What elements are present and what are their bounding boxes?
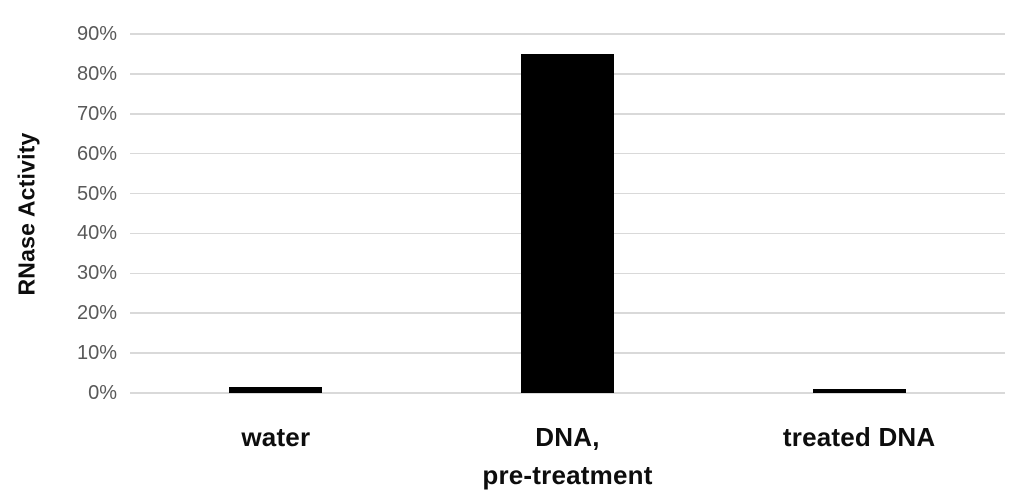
y-tick-label: 40% <box>76 222 117 245</box>
x-axis-label-2: treated DNA <box>782 422 936 452</box>
y-tick-label: 70% <box>76 102 117 125</box>
x-axis-label-0: water <box>241 422 311 452</box>
x-axis-label-1: DNA, pre-treatment <box>482 422 653 490</box>
gridline-90 <box>130 33 1005 35</box>
bar-1 <box>521 53 614 393</box>
y-tick-label: 30% <box>76 262 117 285</box>
y-tick-label: 60% <box>76 142 117 165</box>
bar-0 <box>229 387 323 393</box>
bar-2 <box>812 389 906 393</box>
y-tick-label: 20% <box>76 302 117 325</box>
y-tick-label: 0% <box>88 382 117 404</box>
gridline-0 <box>130 392 1005 394</box>
y-tick-label: 10% <box>76 342 117 365</box>
y-tick-label: 90% <box>76 23 117 45</box>
y-tick-label: 80% <box>76 62 117 85</box>
y-tick-label: 50% <box>76 182 117 205</box>
